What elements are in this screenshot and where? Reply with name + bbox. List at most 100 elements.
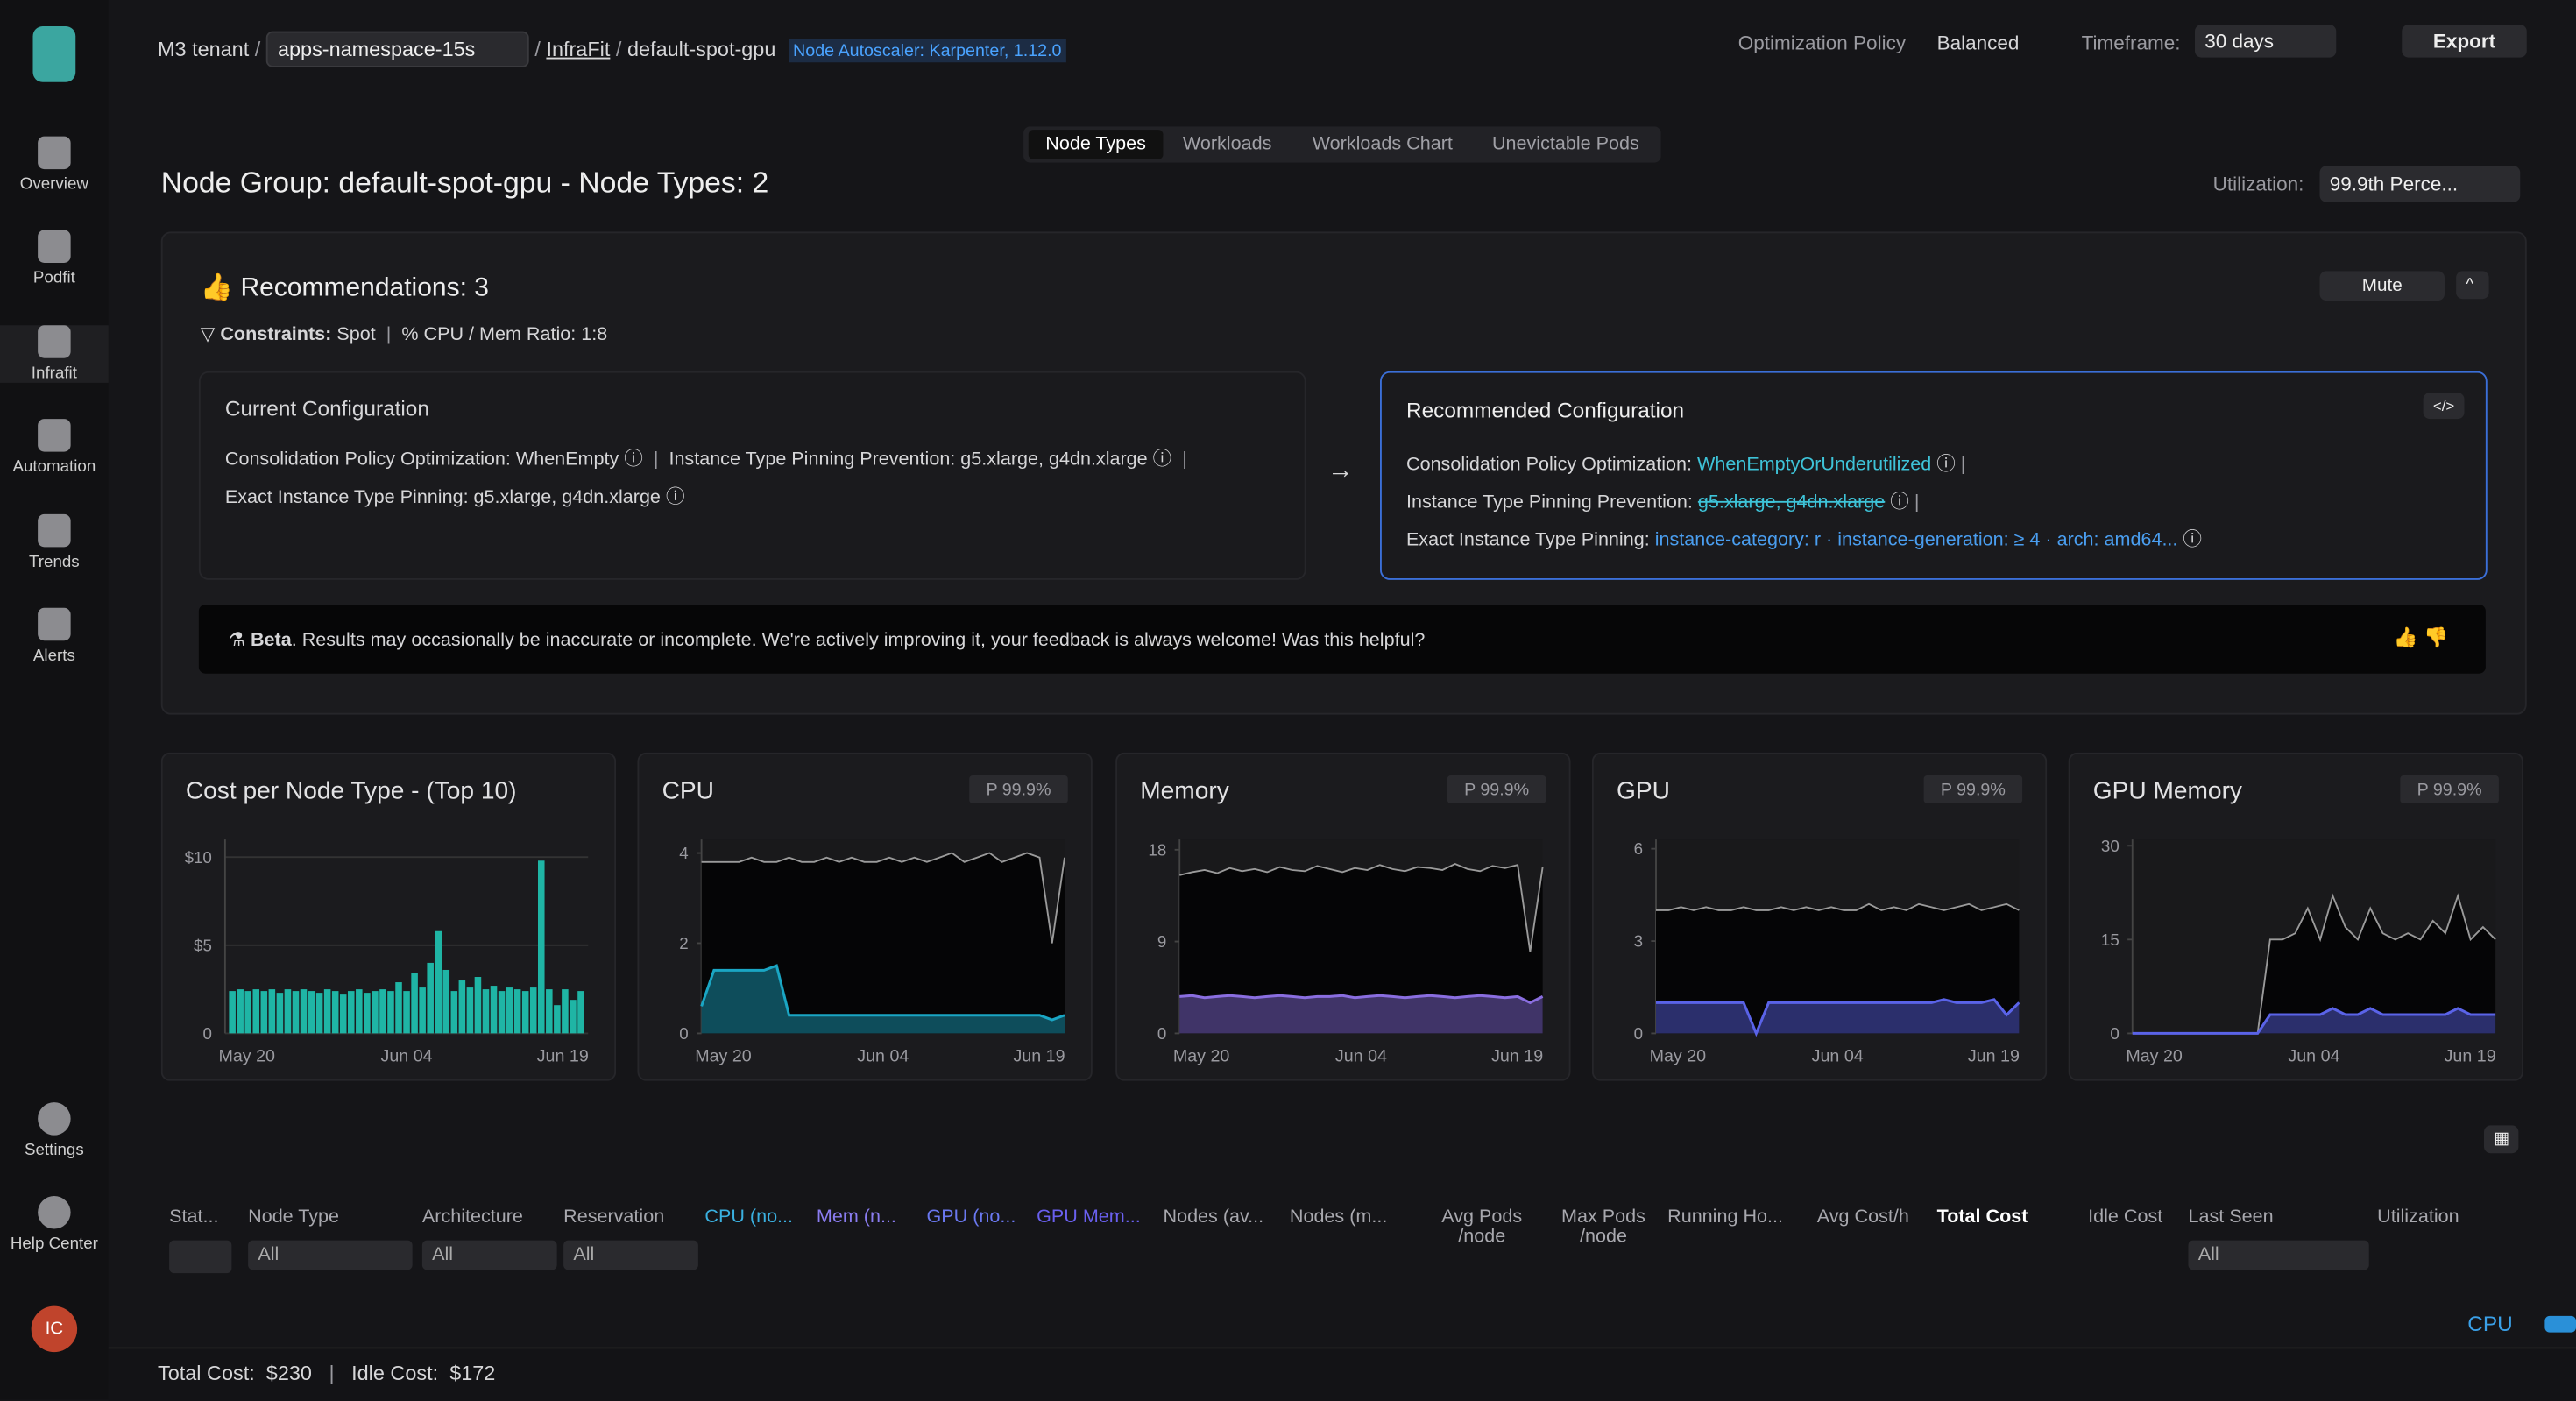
y-tick-label: 6 (1634, 839, 1643, 858)
bar (237, 989, 244, 1033)
namespace-select[interactable]: apps-namespace-15s (266, 32, 529, 67)
bar (301, 989, 308, 1033)
column-header[interactable]: Architecture (422, 1207, 570, 1228)
y-tick-label: 9 (1157, 932, 1166, 951)
nav-item[interactable]: Alerts (0, 608, 109, 666)
x-tick-label: Jun 04 (381, 1046, 433, 1065)
tab[interactable]: Node Types (1029, 130, 1164, 159)
bar (411, 973, 418, 1033)
column-header[interactable]: Nodes (m... (1290, 1207, 1438, 1228)
avatar[interactable]: IC (32, 1306, 78, 1353)
utilization-label: Utilization: (2213, 173, 2304, 195)
nav-icon (38, 137, 71, 170)
nav-icon (38, 608, 71, 641)
column-header[interactable]: Max Pods /node (1558, 1207, 1650, 1247)
mute-button[interactable]: Mute (2320, 271, 2445, 301)
recommended-config: Recommended Configuration </> Consolidat… (1380, 371, 2488, 580)
y-tick-label: 4 (679, 844, 688, 862)
nav-label: Automation (0, 458, 109, 477)
bar (483, 989, 490, 1033)
bar (451, 991, 458, 1033)
column-header[interactable]: Last Seen (2189, 1207, 2337, 1228)
crumb[interactable]: InfraFit (546, 38, 610, 60)
bar (348, 991, 355, 1033)
policy-label: Optimization Policy (1738, 32, 1906, 54)
bar (340, 994, 347, 1033)
nav-item[interactable]: Automation (0, 419, 109, 477)
table-settings[interactable]: ▦ (2484, 1125, 2519, 1153)
nav-label: Alerts (0, 647, 109, 666)
nav-item[interactable]: Settings (0, 1102, 109, 1160)
nav-item[interactable]: Podfit (0, 230, 109, 288)
column-header[interactable]: Node Type (248, 1207, 396, 1228)
column-header[interactable]: Reservation (563, 1207, 711, 1228)
x-tick-label: Jun 19 (2445, 1046, 2496, 1065)
nav-label: Trends (0, 553, 109, 571)
filter-select[interactable]: All (422, 1241, 557, 1270)
y-tick-label: 0 (202, 1024, 211, 1043)
crumb[interactable]: M3 tenant (158, 38, 249, 60)
bar (379, 989, 386, 1033)
export-button[interactable]: Export (2402, 25, 2527, 58)
filter-select[interactable]: All (248, 1241, 413, 1270)
nav-icon (38, 513, 71, 547)
column-header[interactable]: Running Ho... (1667, 1207, 1815, 1228)
y-tick-label: $5 (194, 936, 212, 954)
nav-item[interactable]: Help Center (0, 1196, 109, 1254)
nav-item[interactable]: Infrafit (0, 325, 109, 383)
nav-label: Infrafit (0, 364, 109, 383)
bar (261, 991, 268, 1033)
nav-item[interactable]: Trends (0, 513, 109, 571)
collapse-button[interactable]: ^ (2456, 271, 2489, 299)
tab[interactable]: Workloads (1168, 130, 1286, 159)
config-line: Instance Type Pinning Prevention: g5.xla… (1406, 488, 1919, 514)
nav-label: Help Center (0, 1235, 109, 1254)
feedback[interactable]: 👍 👎 (2394, 626, 2448, 648)
tab[interactable]: Workloads Chart (1298, 130, 1467, 159)
x-tick-label: Jun 19 (1013, 1046, 1065, 1065)
x-tick-label: Jun 19 (1968, 1046, 2020, 1065)
y-tick-label: 0 (2110, 1024, 2119, 1043)
legend-swatch (2544, 1316, 2576, 1333)
policy: Balanced (1937, 32, 2020, 54)
beta-banner: ⚗ Beta. Results may occasionally be inac… (199, 605, 2486, 674)
bar (403, 991, 410, 1033)
nav-icon (38, 325, 71, 358)
chart-title: CPU (662, 776, 714, 803)
badge: P 99.9% (1464, 781, 1529, 800)
filter-select[interactable]: All (563, 1241, 698, 1270)
code-button[interactable]: </> (2424, 393, 2465, 419)
timeframe-select[interactable]: 30 days (2195, 25, 2336, 58)
bar (364, 993, 371, 1033)
utilization-select[interactable]: 99.9th Perce... (2320, 166, 2521, 202)
y-tick-label: 0 (679, 1024, 688, 1043)
y-tick-label: 2 (679, 934, 688, 952)
x-tick-label: Jun 04 (1812, 1046, 1864, 1065)
card-title: Recommended Configuration (1406, 398, 1684, 422)
filter-select[interactable]: All (2189, 1241, 2369, 1270)
nav-icon (38, 419, 71, 452)
badge: P 99.9% (1941, 781, 2006, 800)
logo (33, 26, 76, 82)
status-toggle[interactable] (169, 1241, 231, 1274)
column-header[interactable]: Utilization (2377, 1207, 2525, 1228)
nav-icon (38, 230, 71, 264)
bar (514, 989, 521, 1033)
tab[interactable]: Unevictable Pods (1479, 130, 1653, 159)
column-header[interactable]: Avg Pods /node (1436, 1207, 1528, 1247)
x-tick-label: May 20 (218, 1046, 275, 1065)
bar (308, 991, 315, 1033)
bar (475, 977, 482, 1033)
x-tick-label: Jun 04 (857, 1046, 909, 1065)
bar (244, 991, 251, 1033)
chart-title: GPU (1617, 776, 1670, 803)
bar (293, 991, 300, 1033)
nav-item[interactable]: Overview (0, 137, 109, 195)
current-config: Current Configuration Consolidation Poli… (199, 371, 1306, 580)
column-header[interactable]: Total Cost (1937, 1207, 2085, 1228)
bar (459, 980, 466, 1033)
bar (467, 987, 474, 1033)
page-title: Node Group: default-spot-gpu - Node Type… (161, 166, 769, 200)
